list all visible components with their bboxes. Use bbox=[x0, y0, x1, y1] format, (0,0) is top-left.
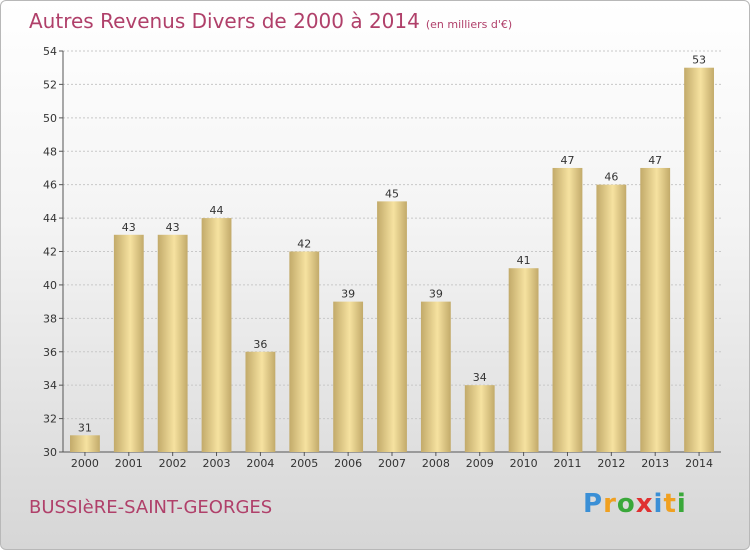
logo-letter: x bbox=[635, 489, 654, 519]
chart-title: Autres Revenus Divers de 2000 à 2014 (en … bbox=[29, 9, 512, 33]
logo-letter: i bbox=[676, 489, 687, 519]
logo-letter: i bbox=[653, 489, 664, 519]
value-label-2014: 53 bbox=[692, 54, 706, 67]
value-label-2009: 34 bbox=[473, 371, 487, 384]
value-label-2003: 44 bbox=[210, 204, 224, 217]
x-tick-label-2012: 2012 bbox=[597, 457, 625, 470]
x-tick-label-2013: 2013 bbox=[641, 457, 669, 470]
x-tick-label-2005: 2005 bbox=[290, 457, 318, 470]
y-tick-label: 42 bbox=[43, 246, 57, 259]
value-label-2010: 41 bbox=[517, 254, 531, 267]
bar-2000 bbox=[70, 435, 100, 452]
value-label-2008: 39 bbox=[429, 288, 443, 301]
labels: 30 32 34 36 38 40 42 44 46 48 50 52 54 31 2000 43 2001 43… bbox=[43, 45, 713, 470]
bars bbox=[70, 67, 714, 453]
x-tick-label-2010: 2010 bbox=[510, 457, 538, 470]
x-tick-label-2004: 2004 bbox=[246, 457, 274, 470]
x-tick-label-2011: 2011 bbox=[553, 457, 581, 470]
y-tick-label: 38 bbox=[43, 312, 57, 325]
x-tick-label-2000: 2000 bbox=[71, 457, 99, 470]
bar-2012 bbox=[596, 184, 627, 452]
commune-name: BUSSIèRE-SAINT-GEORGES bbox=[29, 497, 273, 518]
y-tick-label: 34 bbox=[43, 379, 57, 392]
x-tick-label-2001: 2001 bbox=[115, 457, 143, 470]
logo-letter: P bbox=[583, 489, 604, 519]
logo-letter: r bbox=[603, 489, 617, 519]
value-label-2000: 31 bbox=[78, 421, 92, 434]
logo-letter: t bbox=[663, 489, 677, 519]
logo-letter: o bbox=[616, 489, 636, 519]
y-tick-label: 36 bbox=[43, 346, 57, 359]
x-tick-label-2002: 2002 bbox=[159, 457, 187, 470]
value-label-2012: 46 bbox=[604, 171, 618, 184]
bar-2007 bbox=[377, 201, 407, 452]
bar-2005 bbox=[289, 251, 320, 452]
y-tick-label: 32 bbox=[43, 413, 57, 426]
y-tick-label: 44 bbox=[43, 212, 57, 225]
bar-2001 bbox=[113, 234, 144, 452]
bar-2009 bbox=[464, 385, 495, 452]
value-label-2002: 43 bbox=[166, 221, 180, 234]
value-label-2001: 43 bbox=[122, 221, 136, 234]
value-label-2005: 42 bbox=[297, 238, 311, 251]
x-tick-label-2003: 2003 bbox=[203, 457, 231, 470]
value-label-2007: 45 bbox=[385, 187, 399, 200]
proxiti-logo[interactable]: Proxiti bbox=[583, 489, 687, 519]
value-label-2006: 39 bbox=[341, 288, 355, 301]
bar-2004 bbox=[245, 351, 276, 452]
x-tick-label-2014: 2014 bbox=[685, 457, 713, 470]
chart-unit: (en milliers d'€) bbox=[425, 18, 513, 31]
x-tick-label-2008: 2008 bbox=[422, 457, 450, 470]
x-tick-label-2007: 2007 bbox=[378, 457, 406, 470]
y-tick-label: 54 bbox=[43, 45, 57, 58]
bar-2003 bbox=[201, 218, 232, 452]
y-tick-label: 48 bbox=[43, 145, 57, 158]
y-tick-label: 40 bbox=[43, 279, 57, 292]
value-label-2011: 47 bbox=[560, 154, 574, 167]
chart-title-text: Autres Revenus Divers de 2000 à 2014 bbox=[29, 9, 420, 33]
value-label-2004: 36 bbox=[253, 338, 267, 351]
y-tick-label: 52 bbox=[43, 78, 57, 91]
x-tick-label-2006: 2006 bbox=[334, 457, 362, 470]
bar-2002 bbox=[157, 234, 188, 452]
value-label-2013: 47 bbox=[648, 154, 662, 167]
y-tick-label: 50 bbox=[43, 112, 57, 125]
bar-2008 bbox=[420, 301, 451, 452]
y-tick-label: 46 bbox=[43, 179, 57, 192]
y-tick-label: 30 bbox=[43, 446, 57, 459]
bar-2014 bbox=[684, 67, 714, 452]
bar-2010 bbox=[508, 268, 539, 452]
bar-2011 bbox=[552, 167, 583, 453]
x-tick-label-2009: 2009 bbox=[466, 457, 494, 470]
bar-2013 bbox=[640, 167, 671, 453]
bar-2006 bbox=[333, 301, 364, 452]
